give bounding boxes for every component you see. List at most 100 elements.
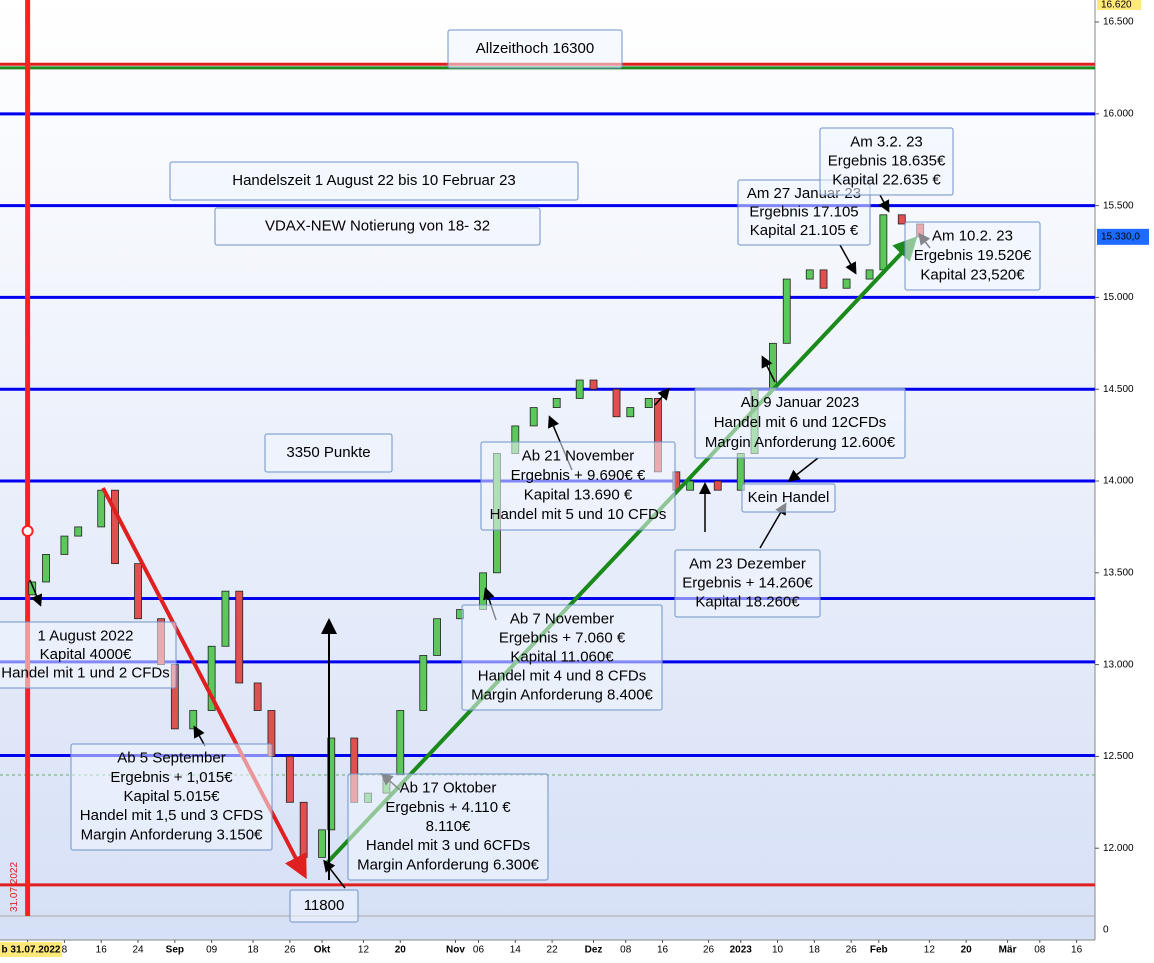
annotation-text: Am 3.2. 23 xyxy=(850,133,923,150)
vertical-line-label: 31.07.2022 xyxy=(9,862,20,912)
candle xyxy=(111,489,119,565)
annotation-text: Handel mit 5 und 10 CFDs xyxy=(490,506,667,523)
annotation-box xyxy=(461,604,663,711)
pointer-arrow xyxy=(654,387,670,406)
annotation-text: Handel mit 3 und 6CFDs xyxy=(366,837,530,854)
y-tick-label: 14.500 xyxy=(1103,384,1134,395)
annotation-text: Margin Anforderung 6.300€ xyxy=(357,856,539,873)
annotation-text: Kapital 11.060€ xyxy=(510,648,614,665)
x-tick-label: 16 xyxy=(1071,945,1083,956)
annotation-text: Ab 5 September xyxy=(117,750,225,767)
candle xyxy=(529,407,538,427)
x-tick-label: 26 xyxy=(846,945,858,956)
annotation-text: Ergebnis 17.105 xyxy=(749,203,858,220)
y-tick-label: 15.000 xyxy=(1103,292,1134,303)
lower-panel-label: 0 xyxy=(1103,925,1109,936)
annotation-text: Ab 7 November xyxy=(510,610,614,627)
annotation-box xyxy=(347,773,549,881)
y-tick-label: 12.500 xyxy=(1103,751,1134,762)
x-tick-label: Okt xyxy=(314,945,331,956)
annotation-box xyxy=(214,207,541,246)
annotation-text: Kapital 5.015€ xyxy=(124,788,221,805)
annotation-text: 3350 Punkte xyxy=(286,444,370,461)
annotation-box xyxy=(819,127,954,196)
x-tick-label: Feb xyxy=(870,945,888,956)
candle xyxy=(879,214,888,271)
vertical-line-handle xyxy=(21,525,34,537)
annotation-text: 11800 xyxy=(304,897,345,914)
annotation-text: VDAX-NEW Notierung von 18- 32 xyxy=(265,217,490,234)
pointer-arrow xyxy=(761,355,776,383)
x-tick-label: 16 xyxy=(96,945,108,956)
annotation-text: Margin Anforderung 3.150€ xyxy=(81,826,263,843)
pointer-arrow xyxy=(193,725,206,747)
top-label-box xyxy=(1097,0,1141,10)
candle xyxy=(552,397,561,408)
annotation-text: Ab 21 November xyxy=(522,448,635,465)
annotation-text: Handel mit 1 und 2 CFDs xyxy=(1,665,169,682)
annotation-text: 1 August 2022 xyxy=(38,627,134,644)
x-tick-label: 26 xyxy=(703,945,715,956)
annotation-text: Ergebnis 18.635€ xyxy=(828,152,946,169)
x-tick-label: b 31.07.2022 xyxy=(2,945,61,956)
annotation-text: Ergebnis 19.520€ xyxy=(914,247,1032,264)
y-axis-area xyxy=(1095,0,1154,958)
candle xyxy=(189,710,198,730)
candle xyxy=(433,618,441,656)
candle xyxy=(842,278,851,289)
annotation-text: Ergebnis + 7.060 € xyxy=(499,629,626,646)
candle xyxy=(60,535,69,555)
candle xyxy=(42,554,50,583)
candle xyxy=(285,756,294,803)
annotation-text: 8.110€ xyxy=(426,818,471,835)
candle xyxy=(221,590,230,647)
candle xyxy=(805,269,814,280)
candle xyxy=(299,801,308,858)
y-tick-label: 15.500 xyxy=(1103,200,1134,211)
candle xyxy=(575,379,584,399)
candle xyxy=(769,342,777,390)
annotation-box xyxy=(447,29,623,69)
pointer-arrow xyxy=(839,244,857,275)
candle xyxy=(589,379,598,390)
x-tick-label: 2023 xyxy=(730,945,753,956)
annotation-box xyxy=(674,549,821,618)
annotations: Allzeithoch 16300 Handelszeit 1 August 22… xyxy=(0,29,1041,923)
x-tick-label: 8 xyxy=(62,945,68,956)
annotation-text: Handelszeit 1 August 22 bis 10 Februar 2… xyxy=(232,172,516,189)
candle xyxy=(74,526,83,537)
x-tick-label: 06 xyxy=(473,945,485,956)
annotation-box xyxy=(169,161,579,201)
annotation-box xyxy=(480,441,676,531)
x-tick-label: 20 xyxy=(395,945,407,956)
y-tick-label: 14.000 xyxy=(1103,476,1134,487)
candle xyxy=(235,590,244,684)
y-tick-label: 16.000 xyxy=(1103,108,1134,119)
last-price-label: 15.330,0 xyxy=(1101,231,1140,242)
annotation-text: Kapital 22.635 € xyxy=(832,171,941,188)
annotation-box xyxy=(264,433,393,473)
green-arrow xyxy=(323,236,918,867)
pointer-arrow xyxy=(323,859,346,889)
arrows xyxy=(29,194,931,889)
x-tick-label: 14 xyxy=(510,945,522,956)
annotation-text: Kapital 13.690 € xyxy=(524,487,633,504)
y-tick-label: 16.500 xyxy=(1103,17,1134,28)
annotation-text: Handel mit 6 und 12CFDs xyxy=(714,414,887,431)
x-tick-label: 10 xyxy=(772,945,784,956)
candle xyxy=(644,397,653,408)
annotation-box xyxy=(737,179,871,246)
x-tick-label: 08 xyxy=(620,945,632,956)
x-tick-label: Nov xyxy=(446,945,465,956)
y-tick-label: 12.000 xyxy=(1103,843,1134,854)
x-tick-label: 24 xyxy=(132,945,144,956)
y-tick-label: 13.000 xyxy=(1103,659,1134,670)
x-tick-label: 16 xyxy=(657,945,669,956)
candle xyxy=(713,480,722,491)
pointer-arrow xyxy=(878,194,890,213)
annotation-text: Margin Anforderung 12.600€ xyxy=(705,434,896,451)
candle xyxy=(134,563,142,620)
plot-layer: 31.07.2022 xyxy=(0,0,1095,916)
